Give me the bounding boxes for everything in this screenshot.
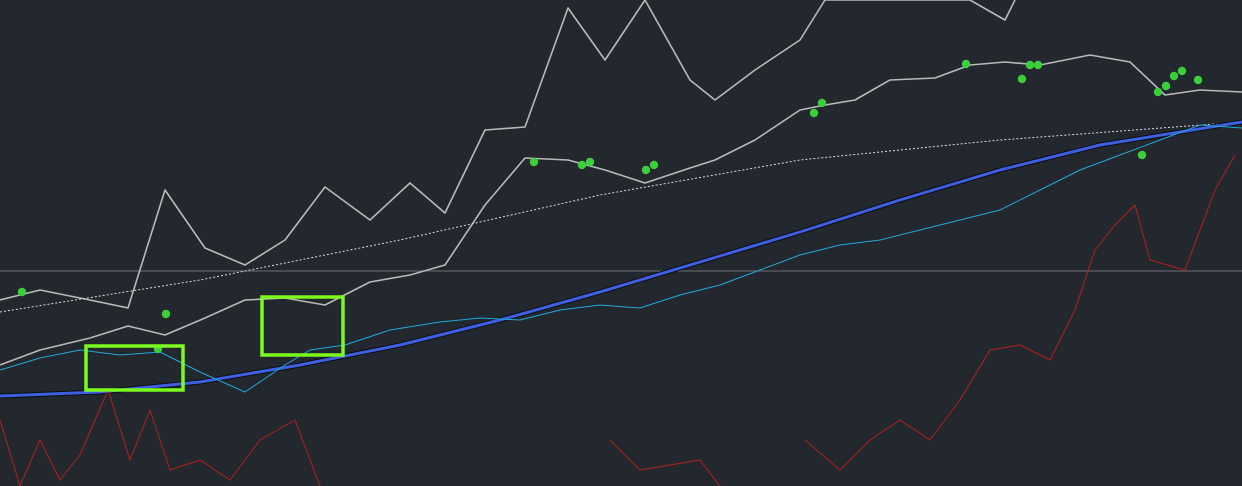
signal-dot	[1177, 66, 1187, 76]
signal-dot	[577, 160, 587, 170]
signal-dot	[1033, 60, 1043, 70]
signal-dot	[529, 157, 539, 167]
signal-dot	[1137, 150, 1147, 160]
signal-dot	[1161, 81, 1171, 91]
highlight-box	[84, 344, 185, 392]
signal-dot	[1153, 87, 1163, 97]
indicator-line	[0, 0, 1016, 309]
signal-dot	[809, 108, 819, 118]
signal-dot	[1025, 60, 1035, 70]
signal-dot	[961, 59, 971, 69]
signal-dot	[161, 309, 171, 319]
highlight-box	[260, 295, 345, 357]
signal-dot	[1193, 75, 1203, 85]
signal-dot	[585, 157, 595, 167]
signal-dot	[817, 98, 827, 108]
indicator-line	[0, 120, 1242, 398]
signal-dot	[17, 287, 27, 297]
signal-dot	[649, 160, 659, 170]
signal-dot	[641, 165, 651, 175]
signal-dot	[1017, 74, 1027, 84]
indicator-line	[0, 154, 1236, 486]
signal-dot	[1169, 71, 1179, 81]
indicator-line	[0, 124, 1242, 393]
